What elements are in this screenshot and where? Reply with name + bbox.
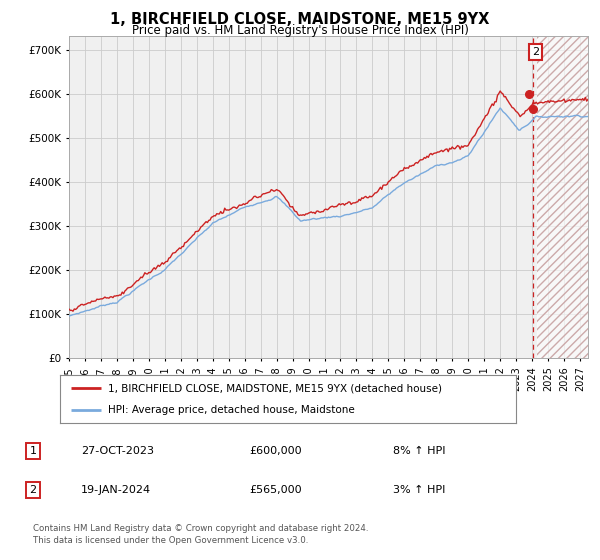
Text: Price paid vs. HM Land Registry's House Price Index (HPI): Price paid vs. HM Land Registry's House … xyxy=(131,24,469,37)
Text: 1: 1 xyxy=(29,446,37,456)
Text: 2: 2 xyxy=(532,47,539,57)
Text: 8% ↑ HPI: 8% ↑ HPI xyxy=(393,446,445,456)
Text: 3% ↑ HPI: 3% ↑ HPI xyxy=(393,485,445,495)
Text: This data is licensed under the Open Government Licence v3.0.: This data is licensed under the Open Gov… xyxy=(33,536,308,545)
Text: HPI: Average price, detached house, Maidstone: HPI: Average price, detached house, Maid… xyxy=(108,405,355,415)
Text: 1, BIRCHFIELD CLOSE, MAIDSTONE, ME15 9YX (detached house): 1, BIRCHFIELD CLOSE, MAIDSTONE, ME15 9YX… xyxy=(108,383,442,393)
Text: £565,000: £565,000 xyxy=(249,485,302,495)
Text: 27-OCT-2023: 27-OCT-2023 xyxy=(81,446,154,456)
Text: 1, BIRCHFIELD CLOSE, MAIDSTONE, ME15 9YX: 1, BIRCHFIELD CLOSE, MAIDSTONE, ME15 9YX xyxy=(110,12,490,27)
Bar xyxy=(538,36,588,358)
Text: £600,000: £600,000 xyxy=(249,446,302,456)
Text: 19-JAN-2024: 19-JAN-2024 xyxy=(81,485,151,495)
Bar xyxy=(538,36,588,358)
Text: 2: 2 xyxy=(29,485,37,495)
Text: Contains HM Land Registry data © Crown copyright and database right 2024.: Contains HM Land Registry data © Crown c… xyxy=(33,524,368,533)
